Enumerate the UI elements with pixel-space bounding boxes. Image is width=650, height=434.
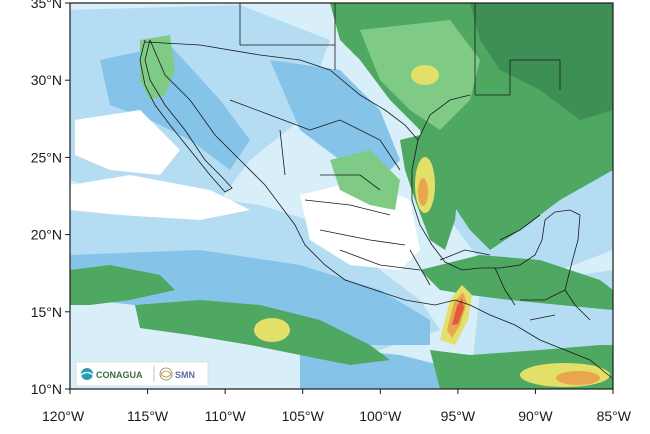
field-orange-gulf-coast <box>418 178 428 206</box>
smn-swirl-icon <box>160 370 172 378</box>
field-green-sierra <box>330 150 400 210</box>
lat-tick-label: 25°N <box>31 149 62 165</box>
border-mexico-states <box>229 99 541 286</box>
lon-tick-label: 115°W <box>127 408 169 424</box>
field-medium-blue-baja <box>100 45 250 170</box>
longitude-tick-labels: 120°W 115°W 110°W 105°W 100°W 95°W 90°W 85°W <box>42 408 632 424</box>
lon-tick-label: 105°W <box>282 408 325 424</box>
smn-globe-icon <box>159 367 173 381</box>
lon-tick-label: 90°W <box>518 408 553 424</box>
field-dark-green-northeast <box>470 3 613 120</box>
border-central-america <box>494 267 566 321</box>
lon-tick-label: 100°W <box>359 408 402 424</box>
field-medium-blue-pacific <box>70 250 430 345</box>
field-medium-blue-central <box>270 60 400 180</box>
smn-logo-text: SMN <box>175 370 195 380</box>
field-green-west-band <box>70 265 175 305</box>
coastline-pacific-mainland <box>149 39 613 379</box>
conagua-wave-icon <box>80 371 94 376</box>
field-green-isthmus <box>420 255 613 310</box>
border-us-mexico <box>144 41 419 141</box>
field-yellow-pacific-blob <box>254 318 290 342</box>
field-white-pacific <box>70 175 250 220</box>
field-yellow-texas <box>411 65 439 85</box>
lon-tick-label: 120°W <box>42 408 85 424</box>
logo-panel: CONAGUA SMN <box>75 361 209 387</box>
conagua-logo: CONAGUA <box>80 368 143 380</box>
lat-tick-label: 35°N <box>31 0 62 11</box>
lat-tick-label: 20°N <box>31 227 62 243</box>
field-red-tehuantepec <box>452 298 464 325</box>
logo-panel-background <box>75 361 209 387</box>
lat-tick-label: 30°N <box>31 72 62 88</box>
political-boundaries <box>139 3 613 379</box>
coastline-yucatan-east <box>564 214 591 321</box>
latitude-tick-labels: 35°N 30°N 25°N 20°N 15°N 10°N <box>31 0 62 397</box>
axis-tick-marks <box>65 2 614 394</box>
conagua-drop-icon <box>81 368 93 380</box>
map-frame <box>69 2 614 390</box>
conagua-logo-text: CONAGUA <box>96 370 143 380</box>
smn-logo: SMN <box>159 367 195 381</box>
lat-tick-label: 10°N <box>31 381 62 397</box>
border-us-states <box>239 3 561 96</box>
field-green-baja-north <box>140 35 175 100</box>
lon-tick-label: 85°W <box>597 408 632 424</box>
map-plot-area <box>70 3 613 389</box>
field-orange-southeast <box>556 371 600 385</box>
lon-tick-label: 95°W <box>441 408 476 424</box>
field-white-northwest <box>75 110 180 175</box>
lat-tick-label: 15°N <box>31 304 62 320</box>
lon-tick-label: 110°W <box>205 408 247 424</box>
coastline-baja-california <box>139 39 233 193</box>
